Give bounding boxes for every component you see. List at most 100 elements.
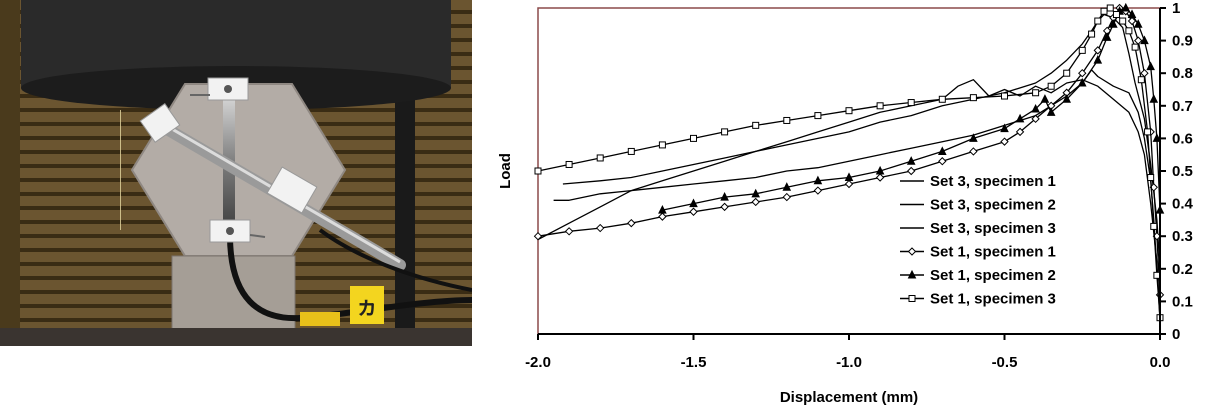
series-point xyxy=(1152,133,1162,142)
series-point xyxy=(658,141,666,149)
series-point xyxy=(906,156,916,165)
series-point xyxy=(875,165,885,175)
series-point xyxy=(689,198,698,208)
series-point xyxy=(1078,46,1086,54)
series-point xyxy=(938,157,947,166)
series-3 xyxy=(537,79,1161,322)
series-point xyxy=(1047,82,1055,90)
series-point xyxy=(595,223,605,233)
series-point xyxy=(1150,222,1158,230)
series-point xyxy=(1031,114,1040,124)
series-point xyxy=(1149,94,1159,103)
series-line xyxy=(537,79,1161,322)
series-point xyxy=(564,227,574,236)
series-point xyxy=(782,192,792,202)
y-tick-label: 0.3 xyxy=(1172,228,1193,245)
series-6 xyxy=(534,4,1164,322)
series-point xyxy=(1062,94,1072,103)
legend-label: Set 3, specimen 3 xyxy=(930,220,1056,237)
series-point xyxy=(720,191,729,201)
series-point xyxy=(1077,77,1087,87)
load-displacement-chart: -2.0 -1.5 -1.0 -0.5 0.00 0.1 0.2 0.3 0.4 0.5 0.6 0.… xyxy=(497,0,1194,406)
series-2 xyxy=(562,13,1161,269)
y-tick-label: 0.7 xyxy=(1172,98,1193,115)
series-point xyxy=(1106,4,1114,12)
y-tick-label: 0.8 xyxy=(1172,65,1193,82)
series-point xyxy=(969,147,978,156)
series-point xyxy=(690,134,697,142)
series-point xyxy=(907,99,915,107)
plot-frame xyxy=(537,7,1161,335)
series-point xyxy=(906,166,916,176)
series-1 xyxy=(553,69,1161,312)
series-point xyxy=(1146,61,1155,71)
series-point xyxy=(969,133,978,142)
series-point xyxy=(751,197,760,207)
legend-marker xyxy=(907,269,917,279)
series-point xyxy=(1040,94,1050,103)
bottom-base xyxy=(0,328,472,346)
series-point xyxy=(1032,89,1040,97)
legend-marker xyxy=(907,247,917,256)
series-point xyxy=(1147,174,1155,182)
series-point xyxy=(627,218,636,228)
left-clamp xyxy=(139,103,181,143)
series-point xyxy=(1127,9,1137,19)
x-axis-title: Displacement (mm) xyxy=(780,389,918,406)
series-point xyxy=(534,167,542,175)
legend-label: Set 1, specimen 1 xyxy=(930,244,1056,261)
series-point xyxy=(1000,137,1009,146)
x-tick-label: -2.0 xyxy=(525,354,551,371)
legend-item-1: Set 3, specimen 1 xyxy=(900,173,1056,190)
y-tick-label: 0 xyxy=(1172,326,1180,343)
y-tick-label: 0.6 xyxy=(1172,130,1193,147)
series-point xyxy=(1094,17,1102,25)
y-axis-title: Load xyxy=(497,153,514,189)
series-point xyxy=(1078,68,1087,78)
x-tick-label: -1.0 xyxy=(836,354,862,371)
series-point xyxy=(1046,107,1056,116)
series-point xyxy=(1112,11,1120,19)
series-line xyxy=(562,13,1161,269)
series-point xyxy=(845,107,853,115)
series-point xyxy=(1121,2,1131,12)
series-point xyxy=(814,112,822,120)
series-point xyxy=(938,95,946,103)
series-point xyxy=(658,212,667,221)
specimen-photo: ヵ xyxy=(0,0,472,346)
series-point xyxy=(937,146,947,155)
y-tick-label: 0.4 xyxy=(1172,196,1194,213)
y-tick-label: 0.5 xyxy=(1172,163,1193,180)
x-tick-label: -0.5 xyxy=(992,354,1018,371)
series-5 xyxy=(658,2,1165,214)
series-point xyxy=(689,207,698,216)
series-point xyxy=(1102,32,1112,41)
legend-label: Set 3, specimen 1 xyxy=(930,173,1056,190)
series-point xyxy=(1153,271,1161,279)
legend-item-4: Set 1, specimen 1 xyxy=(900,244,1056,261)
legend-marker xyxy=(908,295,916,302)
series-point xyxy=(1137,76,1145,84)
series-point xyxy=(1127,16,1137,26)
series-point xyxy=(1000,123,1009,133)
legend-item-6: Set 1, specimen 3 xyxy=(900,291,1056,308)
yellow-label xyxy=(350,286,384,324)
plot-series xyxy=(533,2,1165,322)
series-point xyxy=(1109,19,1118,28)
series-line xyxy=(537,7,1161,318)
series-point xyxy=(627,147,635,155)
series-point xyxy=(658,205,667,214)
series-point xyxy=(1001,92,1008,100)
series-point xyxy=(876,102,884,110)
legend: Set 3, specimen 1 Set 3, specimen 2 Set 3,… xyxy=(900,173,1056,308)
series-point xyxy=(844,172,854,182)
y-tick-label: 0.1 xyxy=(1172,293,1193,310)
axes: -2.0 -1.5 -1.0 -0.5 0.00 0.1 0.2 0.3 0.4 0.5 0.6 0.… xyxy=(497,0,1194,406)
legend-label: Set 3, specimen 2 xyxy=(930,197,1056,214)
x-tick-label: 0.0 xyxy=(1150,354,1171,371)
series-point xyxy=(969,94,977,102)
series-point xyxy=(565,160,573,168)
series-point xyxy=(1144,128,1152,136)
plot-border xyxy=(537,7,1161,335)
series-point xyxy=(813,186,823,195)
